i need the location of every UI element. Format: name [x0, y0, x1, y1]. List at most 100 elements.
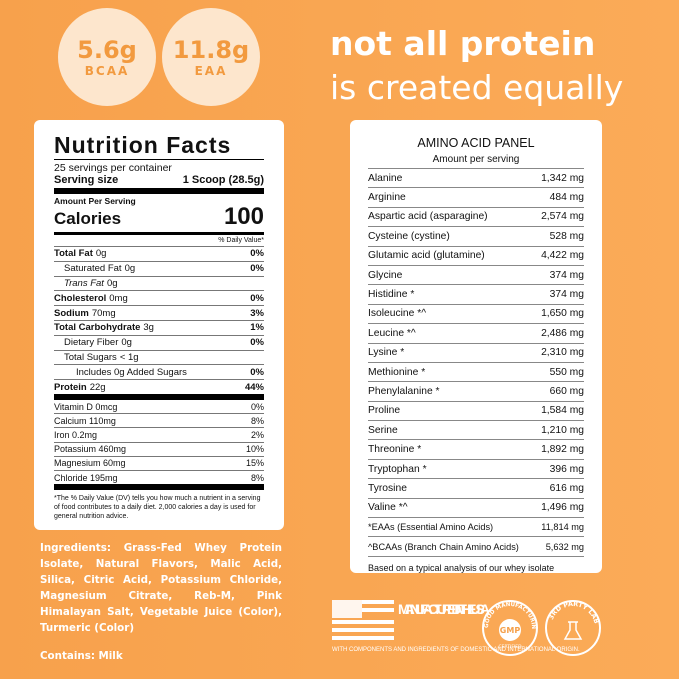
- amino-row: Tryptophan * 396 mg: [368, 458, 584, 478]
- vitamin-row: Chloride 195mg 8%: [54, 469, 264, 484]
- nutrient-name: Protein: [54, 381, 87, 393]
- amino-row: Threonine * 1,892 mg: [368, 439, 584, 458]
- amino-amount: 4,422 mg: [541, 250, 584, 262]
- calories: Calories 100: [54, 203, 264, 230]
- badge-value: 5.6g: [77, 36, 137, 64]
- nutrient-row: Total Sugars < 1g: [54, 349, 264, 365]
- amino-name: Tyrosine: [368, 482, 407, 494]
- nutrient-dv: 0%: [250, 337, 264, 349]
- rule: [54, 232, 264, 235]
- rule: [54, 188, 264, 194]
- amino-name: Arginine: [368, 192, 406, 204]
- amino-name: ^BCAAs (Branch Chain Amino Acids): [368, 541, 519, 552]
- nutrient-amount: 3g: [143, 322, 154, 334]
- gmp-ring: [482, 600, 538, 656]
- nutrient-row: Total Carbohydrate 3g 1%: [54, 319, 264, 335]
- vitamin-dv: 8%: [250, 415, 264, 426]
- amino-subtitle: Amount per serving: [432, 154, 520, 165]
- nutrient: Dietary Fiber 0g: [64, 337, 132, 348]
- nutrient: Protein 22g: [54, 382, 106, 393]
- amino-name: Threonine *: [368, 444, 422, 456]
- vitamin-row: Calcium 110mg 8%: [54, 413, 264, 427]
- vitamin-dv: 2%: [250, 429, 264, 440]
- rule: [54, 484, 264, 491]
- amino-row: ^BCAAs (Branch Chain Amino Acids) 5,632 m…: [368, 536, 584, 555]
- vitamin-dv: 10%: [245, 444, 264, 455]
- amino-amount: 11,814 mg: [541, 522, 584, 533]
- nutrient-row: Trans Fat 0g: [54, 275, 264, 291]
- amino-name: Cysteine (cystine): [368, 230, 450, 242]
- badge-value: 11.8g: [172, 36, 250, 64]
- amino-name: Aspartic acid (asparagine): [368, 211, 488, 223]
- nutrition-panel: Nutrition Facts 25 servings per containe…: [34, 120, 284, 530]
- gmp-sub: CERTIFIED: [498, 644, 522, 650]
- made-title-1: MANUFACTURED IN THE USA: [398, 601, 490, 617]
- amino-row: Phenylalanine * 660 mg: [368, 381, 584, 400]
- vitamin-row: Iron 0.2mg 2%: [54, 427, 264, 441]
- vitamin-row: Potassium 460mg 10%: [54, 441, 264, 456]
- vitamin-dv: 0%: [250, 401, 264, 412]
- amino-row: Valine *^ 1,496 mg: [368, 497, 584, 517]
- nutrient-dv: 0%: [250, 263, 264, 275]
- amino-name: Glutamic acid (glutamine): [368, 250, 485, 262]
- nutrient-dv: 0%: [250, 248, 264, 260]
- amino-name: Alanine: [368, 172, 403, 184]
- nutrient-amount: 0g: [121, 337, 132, 349]
- serving-size: Serving size 1 Scoop (28.5g): [54, 174, 264, 188]
- amino-row: Glutamic acid (glutamine) 4,422 mg: [368, 245, 584, 265]
- nutrient-name: Sodium: [54, 307, 89, 319]
- nutrient-dv: 1%: [250, 322, 264, 334]
- nutrient: Total Fat 0g: [54, 248, 106, 259]
- amino-amount: 616 mg: [549, 482, 584, 494]
- amino-name: Valine *^: [368, 502, 408, 514]
- nutrient: Trans Fat 0g: [64, 278, 118, 289]
- nutrient-row: Total Fat 0g 0%: [54, 246, 264, 261]
- contains: Contains: Milk: [40, 650, 123, 662]
- amount-per-serving: Amount Per Serving: [54, 196, 136, 206]
- amino-amount: 2,310 mg: [541, 347, 584, 359]
- nutrient-dv: 0%: [250, 366, 264, 378]
- vitamin-dv: 8%: [250, 472, 264, 483]
- nutrition-title: Nutrition Facts: [54, 132, 264, 160]
- amino-amount: 1,210 mg: [541, 424, 584, 436]
- nutrient-row: Saturated Fat 0g 0%: [54, 260, 264, 276]
- certifications: MANUFACTURED IN THE USA WITH COMPONENTS …: [330, 598, 601, 656]
- vitamin-dv: 15%: [245, 458, 264, 469]
- amino-amount: 396 mg: [549, 463, 584, 475]
- nutrient-name: Cholesterol: [54, 292, 107, 304]
- nutrient: Total Carbohydrate 3g: [54, 322, 154, 333]
- amino-amount: 660 mg: [549, 385, 584, 397]
- amino-amount: 1,342 mg: [541, 172, 584, 184]
- amino-name: Lysine *: [368, 347, 405, 359]
- amino-rows: Alanine 1,342 mg Arginine 484 mg Aspartic ac…: [368, 168, 584, 556]
- nutrient-amount: 0mg: [109, 292, 128, 304]
- amino-name: Histidine *: [368, 289, 415, 301]
- amino-row: Leucine *^ 2,486 mg: [368, 323, 584, 342]
- nutrient: Includes 0g Added Sugars: [76, 367, 187, 378]
- gmp-center: GMP: [500, 626, 521, 635]
- vitamin-name: Vitamin D 0mcg: [54, 401, 118, 412]
- amino-name: Tryptophan *: [368, 463, 427, 475]
- nutrient-name: Saturated Fat: [64, 263, 122, 275]
- headline-line: is created equally: [330, 68, 624, 107]
- nutrient-amount: < 1g: [119, 351, 139, 363]
- amino-title: AMINO ACID PANEL: [417, 136, 535, 150]
- amino-amount: 1,892 mg: [541, 444, 584, 456]
- amino-row: Lysine * 2,310 mg: [368, 342, 584, 362]
- flag-icon: [332, 600, 394, 640]
- amino-row: Proline 1,584 mg: [368, 400, 584, 420]
- nutrient-row: Sodium 70mg 3%: [54, 305, 264, 320]
- nutrient-name: Trans Fat: [64, 277, 104, 289]
- calories-value: 100: [223, 203, 264, 230]
- nutrient-amount: 0g: [95, 248, 107, 260]
- nutrient-rows: Total Fat 0g 0% Saturated Fat 0g 0% Trans Fat 0…: [54, 246, 264, 394]
- nutrient: Cholesterol 0mg: [54, 293, 128, 304]
- nutrient-amount: 0g: [124, 263, 136, 275]
- nutrient-row: Protein 22g 44%: [54, 379, 264, 394]
- amino-name: Leucine *^: [368, 327, 416, 339]
- nutrient-amount: 0g: [106, 277, 118, 289]
- amino-amount: 484 mg: [549, 192, 584, 204]
- amino-row: Isoleucine *^ 1,650 mg: [368, 303, 584, 323]
- amino-row: Methionine * 550 mg: [368, 361, 584, 381]
